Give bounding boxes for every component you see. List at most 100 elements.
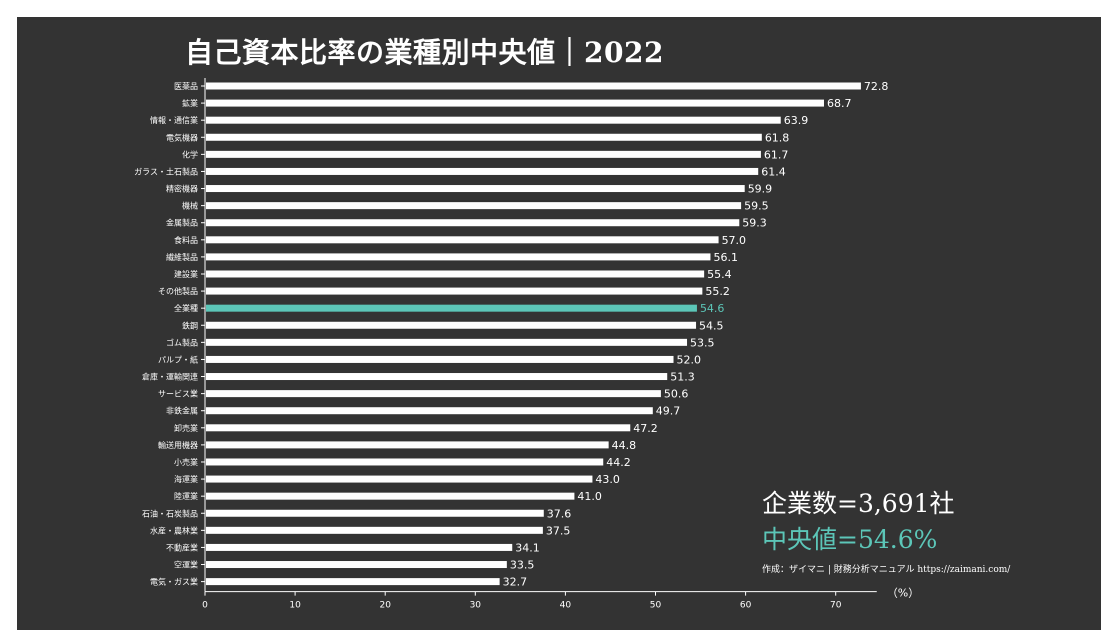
x-tick-label: 50 <box>650 601 662 611</box>
bar <box>206 458 604 466</box>
x-tick-label: 40 <box>560 601 572 611</box>
bar <box>206 424 631 432</box>
category-label: 空運業 <box>174 560 198 570</box>
value-label: 43.0 <box>595 473 620 486</box>
bar <box>206 509 544 517</box>
bar <box>206 270 705 278</box>
category-label: 金属製品 <box>166 218 198 228</box>
company-count-label: 企業数=3,691社 <box>762 489 955 518</box>
bar <box>206 167 759 175</box>
x-tick-label: 70 <box>830 601 842 611</box>
chart-title: 自己資本比率の業種別中央値｜2022 <box>185 36 664 69</box>
value-label: 61.8 <box>765 131 790 144</box>
value-label: 56.1 <box>713 251 738 264</box>
value-label: 72.8 <box>864 80 889 93</box>
category-label: 倉庫・運輸関連 <box>142 372 198 382</box>
median-label: 中央値=54.6% <box>762 525 938 554</box>
bar <box>206 150 761 158</box>
bar <box>206 116 781 124</box>
value-label: 37.5 <box>546 524 571 537</box>
value-label: 41.0 <box>577 490 602 503</box>
value-label: 44.2 <box>606 456 631 469</box>
category-label: 水産・農林業 <box>150 525 198 535</box>
category-label: パルプ・紙 <box>158 354 198 364</box>
value-label: 63.9 <box>784 114 809 127</box>
value-label: 51.3 <box>670 371 695 384</box>
value-label: 55.2 <box>705 285 730 298</box>
credit-label: 作成：ザイマニ | 財務分析マニュアル https://zaimani.com/ <box>762 565 1011 575</box>
bar <box>206 355 674 363</box>
category-label: 全業種 <box>174 303 198 313</box>
bar <box>206 407 653 415</box>
category-label: 機械 <box>182 201 198 211</box>
category-label: 不動産業 <box>166 542 198 552</box>
bar <box>206 578 500 586</box>
value-label: 37.6 <box>547 507 572 520</box>
category-label: 食料品 <box>174 235 198 245</box>
value-label: 53.5 <box>690 336 715 349</box>
category-label: 化学 <box>182 149 198 159</box>
x-tick-label: 30 <box>470 601 482 611</box>
value-label: 54.5 <box>699 319 724 332</box>
bar <box>206 202 742 210</box>
category-label: 石油・石炭製品 <box>142 508 198 518</box>
value-label: 59.9 <box>748 183 773 196</box>
value-label: 68.7 <box>827 97 852 110</box>
bar-highlight <box>206 304 697 312</box>
value-label: 32.7 <box>503 576 528 589</box>
category-label: その他製品 <box>158 286 198 296</box>
value-label: 49.7 <box>656 405 681 418</box>
value-label: 52.0 <box>677 353 702 366</box>
category-label: 陸運業 <box>174 491 198 501</box>
x-tick-label: 60 <box>740 601 752 611</box>
value-label: 34.1 <box>515 541 540 554</box>
bar <box>206 561 507 569</box>
category-label: 情報・通信業 <box>150 115 198 125</box>
bar <box>206 185 745 193</box>
category-label: サービス業 <box>158 389 198 399</box>
category-label: 医薬品 <box>174 81 198 91</box>
bar <box>206 287 703 295</box>
category-label: 卸売業 <box>174 423 198 433</box>
value-label: 61.4 <box>761 165 786 178</box>
category-label: 繊維製品 <box>166 252 198 262</box>
bar <box>206 133 762 141</box>
x-tick-label: 20 <box>379 601 391 611</box>
category-label: 海運業 <box>174 474 198 484</box>
value-label: 55.4 <box>707 268 732 281</box>
category-label: ゴム製品 <box>166 337 198 347</box>
bar <box>206 543 513 551</box>
bar <box>206 526 543 534</box>
bar <box>206 321 697 329</box>
category-label: 電気機器 <box>166 132 198 142</box>
value-label: 33.5 <box>510 559 534 572</box>
value-label: 59.3 <box>742 217 767 230</box>
category-label: 建設業 <box>174 269 198 279</box>
bar <box>206 99 824 107</box>
bar <box>206 253 711 261</box>
bar <box>206 475 593 483</box>
value-label: 61.7 <box>764 148 789 161</box>
x-tick-label: 10 <box>289 601 301 611</box>
bar <box>206 236 719 244</box>
value-label: 47.2 <box>633 422 658 435</box>
value-label: 44.8 <box>612 439 637 452</box>
category-label: 鉱業 <box>182 98 198 108</box>
category-label: 小売業 <box>174 457 198 467</box>
category-label: 精密機器 <box>166 184 198 194</box>
bar <box>206 373 668 381</box>
category-label: 輸送用機器 <box>158 440 198 450</box>
bar <box>206 492 575 500</box>
category-label: 非鉄金属 <box>166 406 198 416</box>
bar <box>206 441 609 449</box>
bar <box>206 390 661 398</box>
x-axis-label: （%） <box>887 587 919 600</box>
bar <box>206 338 688 346</box>
value-label: 57.0 <box>722 234 747 247</box>
x-tick-label: 0 <box>202 601 208 611</box>
category-label: 鉄鋼 <box>182 320 198 330</box>
value-label: 50.6 <box>664 388 689 401</box>
bar <box>206 219 740 227</box>
category-label: 電気・ガス業 <box>150 577 198 587</box>
